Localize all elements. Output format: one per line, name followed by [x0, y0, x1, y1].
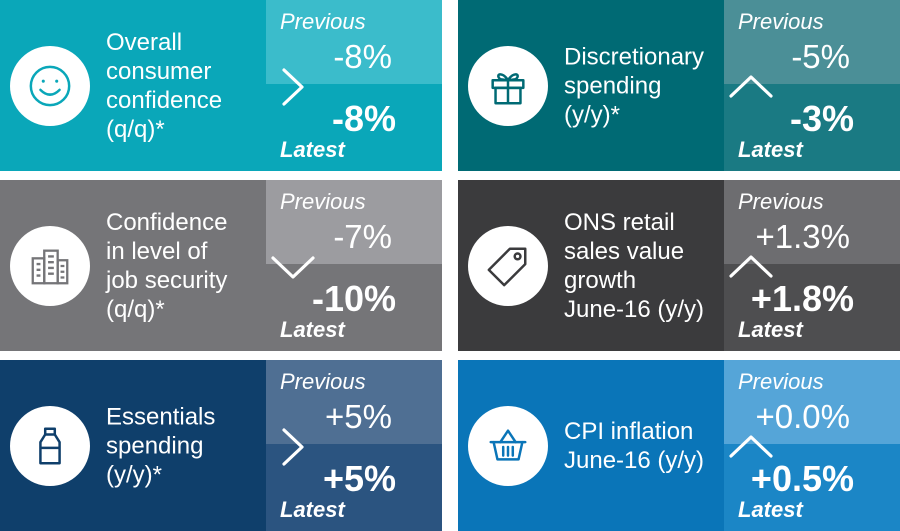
indicator-label: Essentials spending (y/y)*: [106, 402, 262, 489]
indicator-label: CPI inflation June-16 (y/y): [564, 417, 720, 475]
previous-value: -7%: [333, 218, 392, 255]
icon-badge: [468, 225, 548, 306]
indicator-label-line: spending: [564, 72, 662, 99]
indicator-label-line: (q/q)*: [106, 115, 165, 143]
latest-value: -10%: [311, 277, 396, 319]
trend-arrow-up-icon: [728, 244, 774, 290]
indicator-label-line: in level of: [106, 237, 208, 265]
latest-panel: -8% Latest: [266, 83, 442, 171]
trend-arrow-up-icon: [728, 64, 774, 110]
indicator-label: Overall consumer confidence (q/q)*: [106, 28, 262, 144]
trend-arrow-down-icon: [270, 244, 316, 290]
latest-title: Latest: [738, 316, 803, 342]
indicator-label-line: ONS retail: [564, 208, 675, 236]
indicator-label-line: Discretionary: [564, 43, 705, 70]
latest-panel: +0.5% Latest: [724, 443, 900, 531]
indicator-label-line: Essentials: [106, 403, 216, 430]
latest-panel: -3% Latest: [724, 83, 900, 171]
icon-badge: [10, 45, 90, 126]
indicator-label-line: (q/q)*: [106, 295, 165, 323]
price-tag-icon: [485, 243, 531, 289]
latest-title: Latest: [738, 136, 803, 162]
smiley-icon: [27, 63, 73, 109]
tile-label-panel: Confidence in level of job security (q/q)*: [0, 180, 266, 351]
indicator-label-line: CPI inflation: [564, 417, 694, 445]
trend-arrow-flat-icon: [270, 64, 316, 110]
indicator-label: Confidence in level of job security (q/q)*: [106, 208, 262, 324]
previous-title: Previous: [738, 189, 824, 214]
latest-value: +0.5%: [750, 457, 854, 499]
tile-job-security: Confidence in level of job security (q/q)* …: [0, 180, 442, 351]
previous-panel: Previous -7%: [266, 180, 442, 264]
latest-panel: -10% Latest: [266, 263, 442, 351]
latest-value: +1.8%: [750, 277, 854, 319]
tile-ons-retail-sales: ONS retail sales value growth June-16 (y/y)…: [458, 180, 900, 351]
previous-title: Previous: [738, 369, 824, 394]
trend-arrow-flat-icon: [270, 424, 316, 470]
tile-discretionary-spending: Discretionary spending (y/y)* Previous -5%…: [458, 0, 900, 171]
icon-badge: [468, 405, 548, 486]
latest-panel: +5% Latest: [266, 443, 442, 531]
latest-panel: +1.8% Latest: [724, 263, 900, 351]
indicator-label-line: (y/y)*: [564, 101, 620, 128]
indicator-label-line: consumer: [106, 57, 212, 85]
previous-value: -5%: [791, 38, 850, 75]
tile-label-panel: CPI inflation June-16 (y/y): [458, 360, 724, 531]
bottle-icon: [27, 423, 73, 469]
icon-badge: [10, 405, 90, 486]
indicator-label: ONS retail sales value growth June-16 (y/y): [564, 208, 720, 324]
latest-value: -8%: [331, 97, 396, 139]
latest-title: Latest: [280, 316, 345, 342]
tile-label-panel: Essentials spending (y/y)*: [0, 360, 266, 531]
latest-title: Latest: [280, 136, 345, 162]
previous-panel: Previous +5%: [266, 360, 442, 444]
tile-consumer-confidence: Overall consumer confidence (q/q)* Previous…: [0, 0, 442, 171]
previous-panel: Previous +0.0%: [724, 360, 900, 444]
indicator-label-line: Confidence: [106, 208, 228, 236]
latest-value: +5%: [322, 457, 396, 499]
indicator-label-line: June-16 (y/y): [564, 446, 705, 474]
latest-value: -3%: [789, 97, 854, 139]
indicator-label-line: (y/y)*: [106, 461, 162, 488]
indicator-label: Discretionary spending (y/y)*: [564, 42, 720, 129]
previous-title: Previous: [280, 189, 366, 214]
indicator-label-line: growth: [564, 266, 637, 294]
indicator-label-line: job security: [106, 266, 228, 294]
previous-title: Previous: [738, 9, 824, 34]
indicator-label-line: June-16 (y/y): [564, 295, 705, 323]
latest-title: Latest: [280, 496, 345, 522]
previous-panel: Previous -8%: [266, 0, 442, 84]
indicator-label-line: Overall: [106, 28, 183, 56]
tile-label-panel: Overall consumer confidence (q/q)*: [0, 0, 266, 171]
building-icon: [27, 243, 73, 289]
icon-badge: [468, 45, 548, 126]
latest-title: Latest: [738, 496, 803, 522]
tile-cpi-inflation: CPI inflation June-16 (y/y) Previous +0.0…: [458, 360, 900, 531]
previous-panel: Previous -5%: [724, 0, 900, 84]
previous-value: -8%: [333, 38, 392, 75]
indicator-label-line: confidence: [106, 86, 223, 114]
indicator-label-line: spending: [106, 432, 204, 459]
previous-title: Previous: [280, 9, 366, 34]
previous-value: +0.0%: [755, 398, 851, 435]
previous-panel: Previous +1.3%: [724, 180, 900, 264]
icon-badge: [10, 225, 90, 306]
tile-essentials-spending: Essentials spending (y/y)* Previous +5% +5…: [0, 360, 442, 531]
basket-icon: [485, 423, 531, 469]
gift-icon: [485, 63, 531, 109]
previous-value: +1.3%: [755, 218, 851, 255]
previous-value: +5%: [325, 398, 392, 435]
tile-label-panel: ONS retail sales value growth June-16 (y/y): [458, 180, 724, 351]
tile-label-panel: Discretionary spending (y/y)*: [458, 0, 724, 171]
trend-arrow-up-icon: [728, 424, 774, 470]
indicator-label-line: sales value: [564, 237, 685, 265]
previous-title: Previous: [280, 369, 366, 394]
